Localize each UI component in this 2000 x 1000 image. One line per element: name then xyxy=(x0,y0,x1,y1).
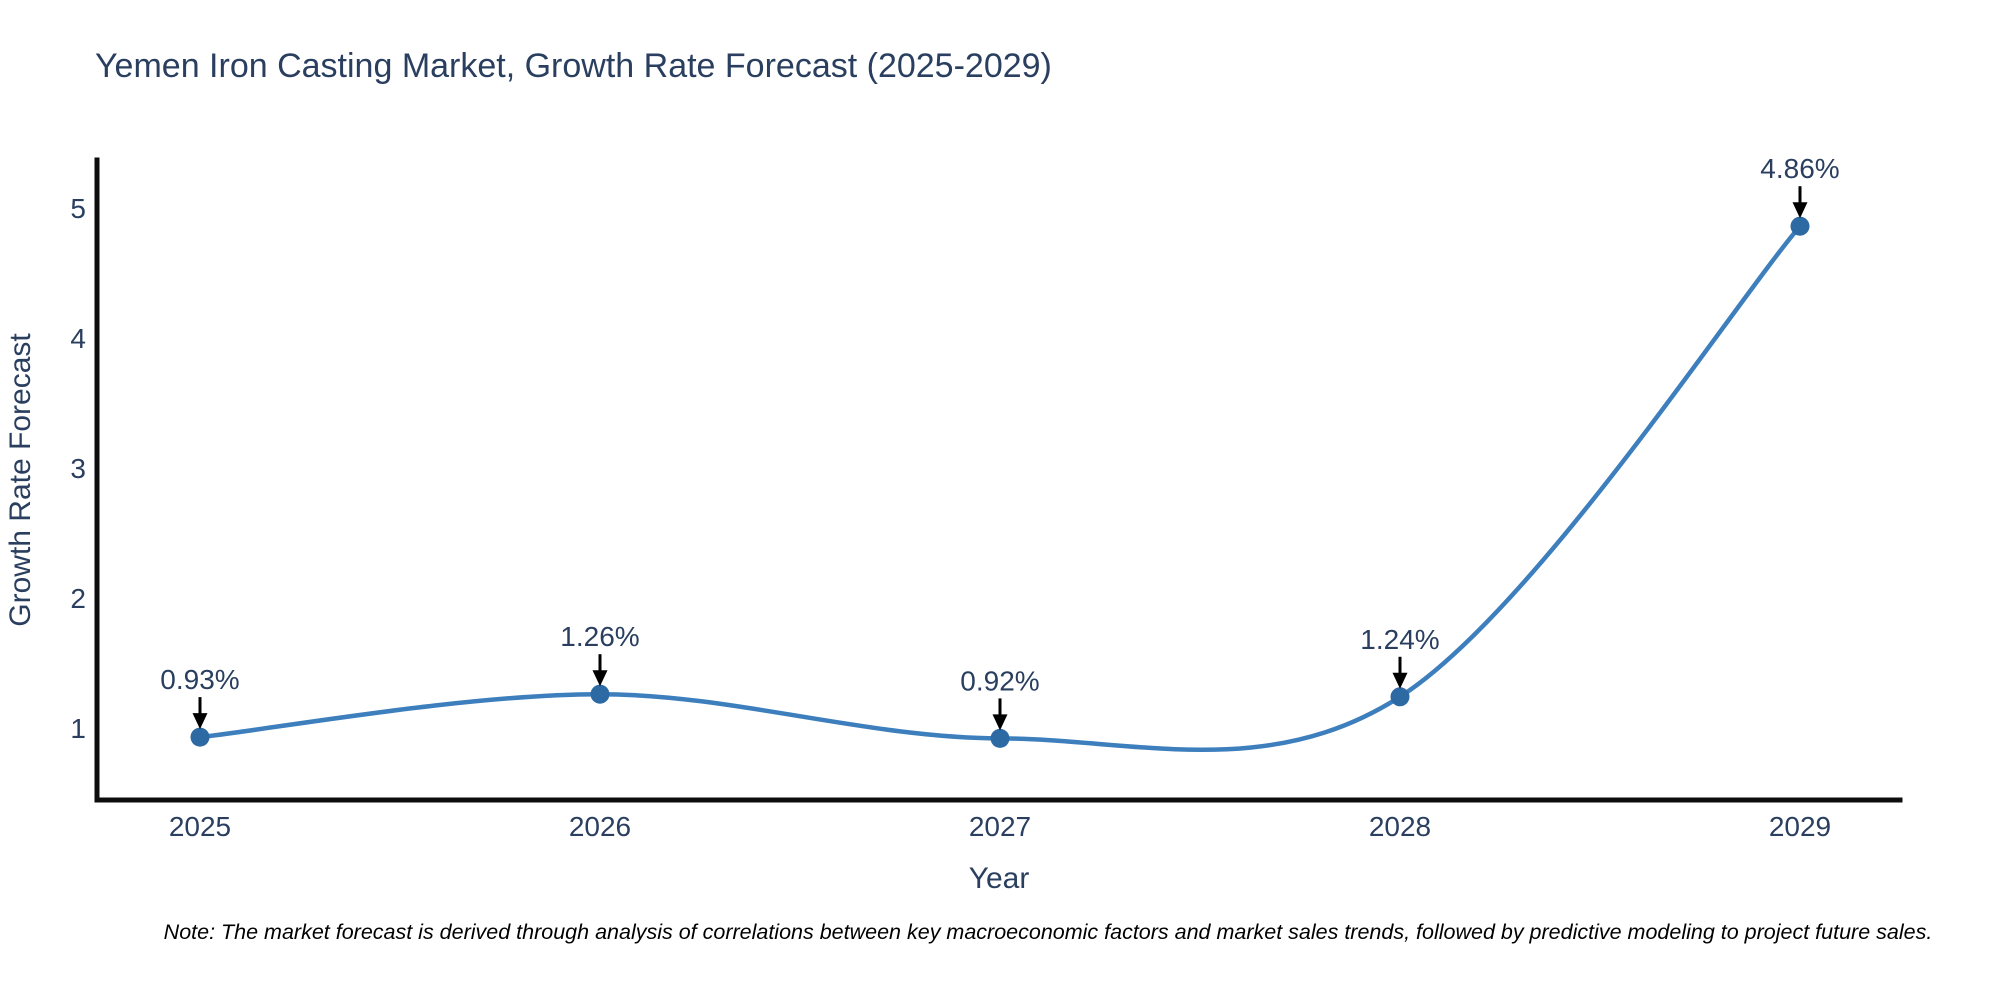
point-value-label: 1.26% xyxy=(560,621,639,652)
x-axis-title: Year xyxy=(969,862,1030,895)
y-tick-label-3: 3 xyxy=(70,453,86,484)
x-axis-tick-labels: 2025 2026 2027 2028 2029 xyxy=(169,811,1831,842)
y-tick-label-1: 1 xyxy=(70,713,86,744)
x-tick-label-2025: 2025 xyxy=(169,811,231,842)
axis-lines xyxy=(94,157,1903,803)
point-value-label: 0.93% xyxy=(160,664,239,695)
x-tick-label-2029: 2029 xyxy=(1769,811,1831,842)
annotation-2028: 1.24% xyxy=(1360,624,1440,689)
y-tick-label-5: 5 xyxy=(70,193,86,224)
annotation-arrowhead-icon xyxy=(1392,672,1408,689)
data-point-markers xyxy=(190,216,1810,748)
annotation-arrowhead-icon xyxy=(992,714,1008,731)
data-point-2027[interactable] xyxy=(990,728,1010,748)
annotation-2025: 0.93% xyxy=(160,664,240,730)
point-value-label: 4.86% xyxy=(1760,153,1839,184)
annotation-2026: 1.26% xyxy=(560,621,640,687)
annotation-arrowhead-icon xyxy=(592,670,608,687)
point-value-label: 0.92% xyxy=(960,665,1039,696)
data-point-2028[interactable] xyxy=(1390,687,1410,707)
annotation-2027: 0.92% xyxy=(960,665,1040,731)
data-point-2025[interactable] xyxy=(190,727,210,747)
series-line xyxy=(197,223,1803,752)
point-value-label: 1.24% xyxy=(1360,624,1439,655)
chart-title: Yemen Iron Casting Market, Growth Rate F… xyxy=(95,47,1052,85)
footnote: Note: The market forecast is derived thr… xyxy=(164,920,1933,944)
annotation-arrowhead-icon xyxy=(1792,202,1808,219)
y-tick-label-2: 2 xyxy=(70,583,86,614)
annotation-arrowhead-icon xyxy=(192,713,208,730)
x-tick-label-2027: 2027 xyxy=(969,811,1031,842)
y-tick-label-4: 4 xyxy=(70,323,86,354)
x-tick-label-2028: 2028 xyxy=(1369,811,1431,842)
data-point-2029[interactable] xyxy=(1790,216,1810,236)
data-point-2026[interactable] xyxy=(590,684,610,704)
y-axis-tick-labels: 1 2 3 4 5 xyxy=(70,193,86,744)
annotation-2029: 4.86% xyxy=(1760,153,1840,219)
y-axis-title: Growth Rate Forecast xyxy=(4,333,37,627)
x-tick-label-2026: 2026 xyxy=(569,811,631,842)
data-point-annotations: 0.93% 1.26% 0.92% 1.24% 4.86% xyxy=(160,153,1840,731)
